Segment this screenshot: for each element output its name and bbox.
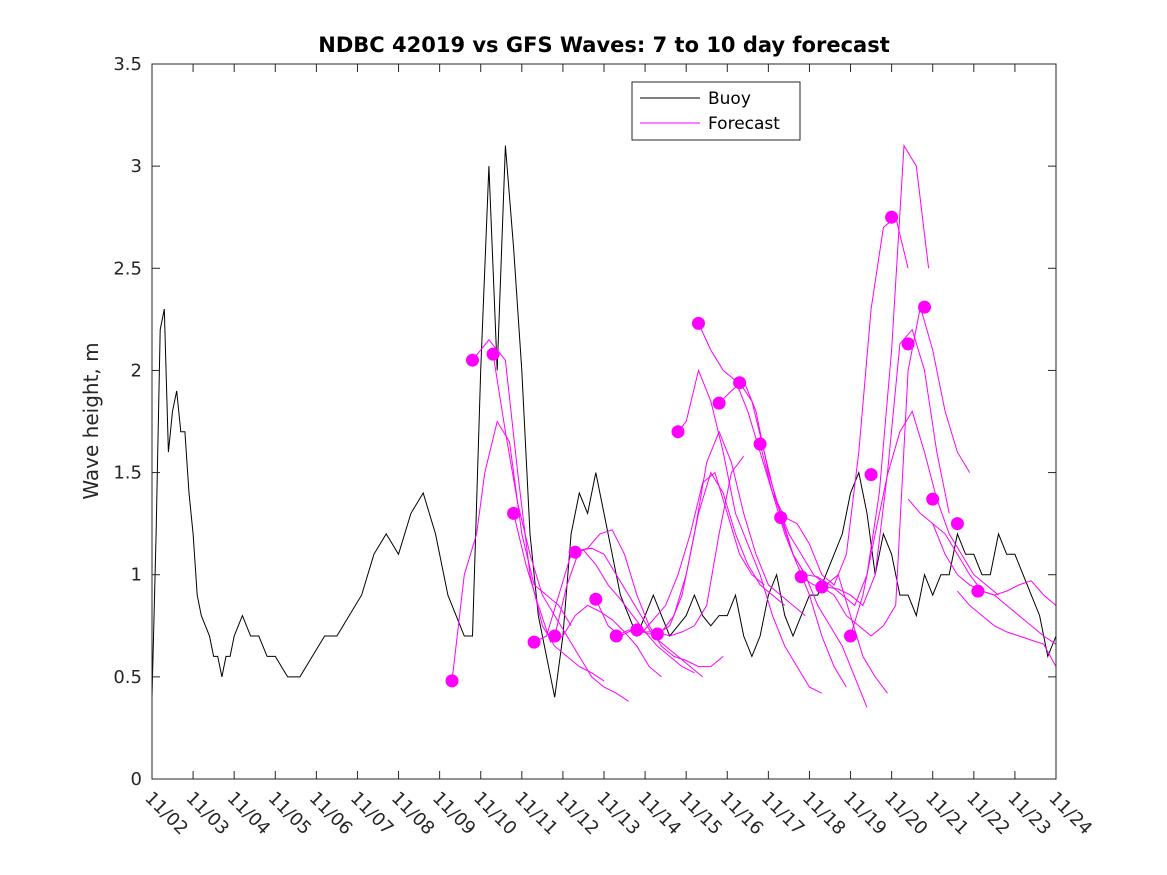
- legend-forecast-label: Forecast: [708, 114, 780, 134]
- forecast-marker: [774, 511, 788, 524]
- forecast-line-15: [739, 382, 888, 694]
- forecast-marker: [609, 629, 623, 643]
- forecast-marker: [507, 506, 521, 520]
- forecast-marker: [445, 674, 459, 688]
- forecast-marker: [733, 376, 747, 390]
- forecast-line-1: [451, 420, 572, 681]
- y-tick-label: 3.5: [113, 54, 142, 75]
- forecast-marker: [753, 437, 767, 451]
- y-axis-ticks: 0 0.5 1 1.5 2 2.5 3 3.5: [113, 54, 1056, 790]
- forecast-line-12: [677, 368, 823, 694]
- y-axis-label: Wave height, m: [79, 342, 103, 499]
- legend-box: [631, 81, 801, 141]
- forecast-line-22: [932, 523, 1057, 606]
- y-tick-label: 1.5: [113, 463, 142, 484]
- y-tick-label: 2.5: [113, 258, 142, 279]
- y-tick-label: 2: [131, 360, 142, 381]
- y-tick-label: 3: [131, 156, 142, 177]
- forecast-marker: [589, 592, 603, 606]
- plot-area: [152, 64, 1056, 779]
- legend: Buoy Forecast: [631, 81, 801, 141]
- forecast-marker: [548, 629, 562, 643]
- forecast-marker: [971, 584, 985, 598]
- forecast-marker: [815, 580, 829, 594]
- y-tick-label: 0: [131, 769, 142, 790]
- forecast-line-7: [575, 529, 724, 668]
- forecast-marker: [466, 353, 479, 367]
- forecast-marker: [794, 570, 808, 584]
- forecast-markers: [445, 210, 985, 688]
- forecast-marker: [712, 396, 726, 410]
- forecast-marker: [901, 337, 915, 351]
- buoy-line: [151, 145, 1057, 698]
- forecast-marker: [692, 316, 705, 330]
- forecast-marker: [486, 347, 500, 361]
- forecast-marker: [844, 629, 857, 643]
- legend-buoy-label: Buoy: [708, 89, 751, 109]
- forecast-marker: [630, 623, 644, 637]
- forecast-line-23: [957, 590, 1057, 667]
- forecast-marker: [950, 517, 964, 531]
- forecast-line-20: [850, 410, 999, 637]
- buoy-series: [151, 145, 1057, 698]
- y-tick-label: 0.5: [113, 667, 142, 688]
- forecast-line-3: [492, 354, 629, 702]
- forecast-marker: [864, 468, 878, 482]
- forecast-line-19: [821, 306, 971, 637]
- forecast-marker: [527, 635, 541, 649]
- chart-title: NDBC 42019 vs GFS Waves: 7 to 10 day for…: [318, 33, 889, 57]
- forecast-line-5: [533, 549, 695, 674]
- forecast-marker: [650, 627, 664, 641]
- forecast-marker: [885, 210, 899, 224]
- forecast-line-2: [472, 339, 605, 682]
- forecast-marker: [568, 545, 582, 559]
- forecast-line-11: [657, 430, 806, 635]
- forecast-line-4: [513, 513, 662, 678]
- forecast-marker: [671, 425, 685, 439]
- y-tick-label: 1: [131, 565, 142, 586]
- forecast-marker: [926, 492, 940, 506]
- forecast-marker: [918, 300, 931, 314]
